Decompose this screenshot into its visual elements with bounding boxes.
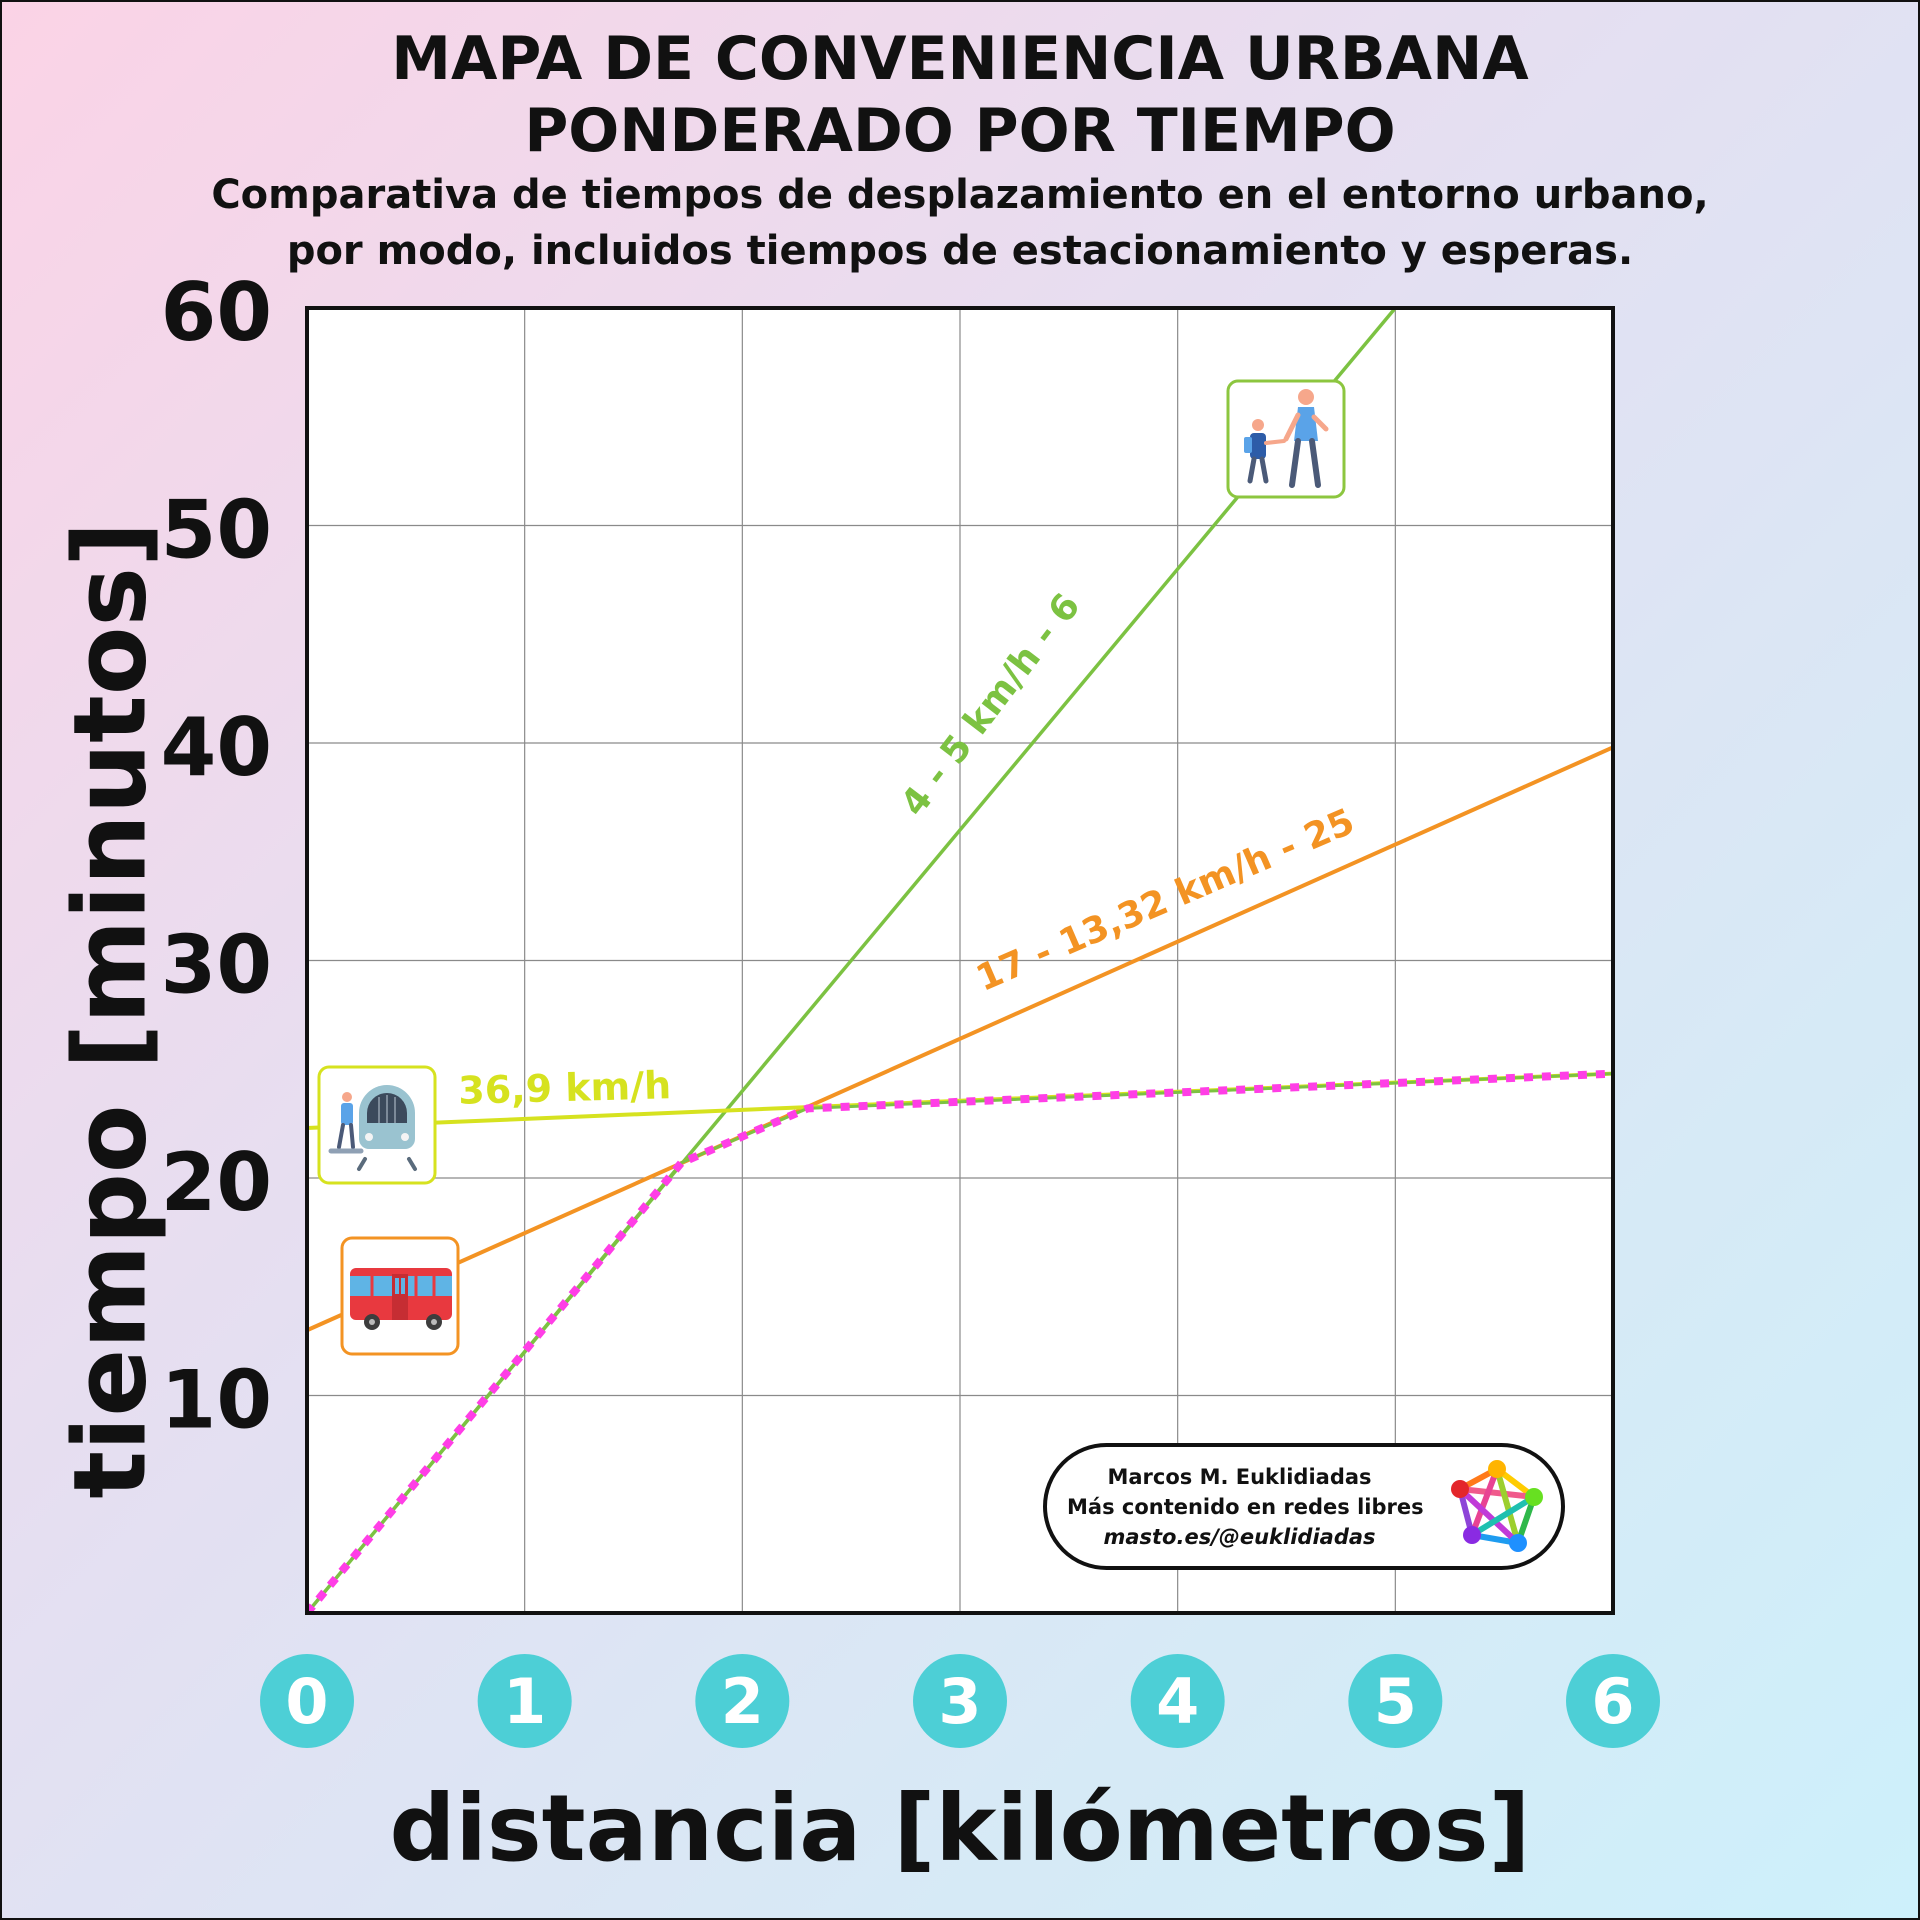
x-tick-circle-5: [1348, 1654, 1443, 1748]
series-line-optimal: [307, 1069, 1613, 1613]
series-label-metro: 36,9 km/h: [458, 1063, 672, 1113]
x-tick-label-1: 1: [503, 1665, 546, 1738]
chart-title-line1: MAPA DE CONVENIENCIA URBANA: [391, 24, 1529, 94]
y-tick-label-40: 40: [161, 701, 272, 794]
y-tick-labels: 10 20 30 40 50 60: [161, 266, 272, 1447]
x-tick-label-0: 0: [285, 1665, 328, 1738]
pedestrians-icon: [1226, 379, 1346, 499]
plot-border: [305, 306, 1615, 1615]
x-tick-circle-6: [1566, 1654, 1660, 1748]
author-name: Marcos M. Euklidiadas: [1107, 1465, 1372, 1489]
series-group: [307, 308, 1613, 1613]
y-tick-label-50: 50: [161, 484, 272, 577]
x-tick-label-4: 4: [1156, 1665, 1199, 1738]
colorful-network-logo-icon: [1451, 1460, 1543, 1552]
author-tagline: Más contenido en redes libres: [1067, 1495, 1424, 1519]
x-axis-label: distancia [kilómetros]: [389, 1775, 1531, 1882]
x-tick-labels: 0 1 2 3 4 5 6: [260, 1654, 1660, 1748]
x-tick-circle-3: [913, 1654, 1007, 1748]
chart-subtitle-line2: por modo, incluidos tiempos de estaciona…: [286, 228, 1634, 274]
y-tick-label-10: 10: [161, 1354, 272, 1447]
author-handle: masto.es/@euklidiadas: [1103, 1525, 1376, 1549]
chart-title-line2: PONDERADO POR TIEMPO: [524, 96, 1396, 166]
x-tick-label-3: 3: [938, 1665, 981, 1738]
x-tick-circle-0: [260, 1654, 354, 1748]
y-tick-label-30: 30: [161, 919, 272, 1012]
grid-lines: [307, 308, 1613, 1613]
chart-subtitle-line1: Comparativa de tiempos de desplazamiento…: [211, 172, 1709, 218]
bus-icon: [340, 1236, 460, 1356]
metro-train-icon: [317, 1065, 437, 1185]
x-tick-label-2: 2: [721, 1665, 764, 1738]
y-tick-label-60: 60: [161, 266, 272, 359]
x-tick-circle-4: [1130, 1654, 1225, 1748]
x-tick-label-6: 6: [1591, 1665, 1634, 1738]
x-tick-label-5: 5: [1374, 1665, 1417, 1738]
y-tick-label-20: 20: [161, 1136, 272, 1229]
author-credit-box: Marcos M. Euklidiadas Más contenido en r…: [1043, 1443, 1565, 1570]
x-tick-circle-2: [695, 1654, 790, 1748]
x-tick-circle-1: [477, 1654, 572, 1748]
series-line-bus: [307, 745, 1613, 1333]
